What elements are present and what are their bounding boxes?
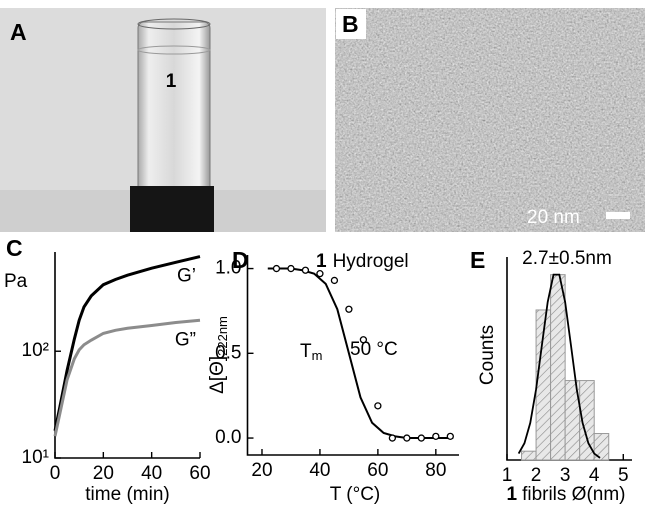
x-tick-label: 0 — [50, 463, 61, 484]
ylabel-text: Δ[Θ] — [207, 356, 228, 394]
y-tick-label: 1.0 — [215, 258, 241, 279]
series-label: G’ — [177, 266, 196, 287]
x-tick-label: 40 — [141, 463, 162, 484]
x-tick-label: 20 — [251, 460, 272, 481]
tm-symbol: T — [300, 341, 312, 362]
x-axis-label: time (min) — [85, 484, 169, 505]
x-tick-label: 60 — [189, 463, 210, 484]
annotation: Tm — [300, 341, 322, 363]
xlabel-text: fibrils Ø(nm) — [522, 484, 625, 505]
x-tick-label: 3 — [560, 465, 571, 486]
scale-bar-label: 20 nm — [527, 207, 580, 228]
vial-cap — [130, 186, 214, 232]
data-point — [447, 433, 453, 439]
x-tick-label: 40 — [309, 460, 330, 481]
tm-subscript: m — [312, 348, 323, 363]
x-tick-label: 60 — [367, 460, 388, 481]
data-point — [375, 403, 381, 409]
tem-image — [335, 8, 645, 232]
data-point — [273, 266, 279, 272]
x-tick-label: 20 — [93, 463, 114, 484]
data-point — [331, 277, 337, 283]
title-number: 1 — [316, 251, 327, 272]
series-label: G” — [175, 329, 196, 350]
data-point — [433, 433, 439, 439]
data-point — [302, 267, 308, 273]
panel-label: E — [470, 247, 485, 273]
data-point — [288, 266, 294, 272]
panel-label: B — [342, 11, 359, 37]
vial-label: 1 — [166, 71, 177, 92]
histogram-bar — [551, 275, 566, 460]
x-tick-label: 1 — [502, 465, 513, 486]
y-tick-label: 10¹ — [22, 447, 49, 468]
y-axis-label: Pa — [4, 271, 28, 292]
tm-value: 50 °C — [350, 339, 398, 360]
data-point — [317, 271, 323, 277]
data-point — [346, 306, 352, 312]
x-tick-label: 4 — [589, 465, 600, 486]
xlabel-number: 1 — [506, 484, 517, 505]
panel-label: A — [10, 19, 27, 45]
chart-title: 1 Hydrogel — [316, 251, 409, 272]
data-point — [360, 337, 366, 343]
panel-a: A 1 — [0, 8, 326, 232]
x-tick-label: 2 — [531, 465, 542, 486]
histogram-bar — [522, 451, 537, 460]
title-text: Hydrogel — [333, 251, 409, 272]
data-point — [389, 435, 395, 441]
y-axis-label: Counts — [477, 325, 498, 385]
ylabel-subscript: 222nm — [215, 316, 230, 356]
data-point — [404, 435, 410, 441]
panel-label: C — [6, 235, 23, 261]
y-axis-label: Δ[Θ]222nm — [207, 316, 230, 394]
figure: A 1 B 20 nm C 0 20 40 60 10¹ 10² Pa time (min) G’… — [0, 0, 645, 509]
data-point — [418, 435, 424, 441]
x-tick-label: 80 — [425, 460, 446, 481]
panel-b: B 20 nm — [335, 8, 645, 232]
scale-bar — [606, 212, 630, 219]
y-tick-label: 0.0 — [215, 427, 241, 448]
y-tick-label: 10² — [22, 340, 49, 361]
annotation: 2.7±0.5nm — [522, 248, 612, 269]
x-tick-label: 5 — [618, 465, 629, 486]
x-axis-label: T (°C) — [330, 484, 381, 505]
